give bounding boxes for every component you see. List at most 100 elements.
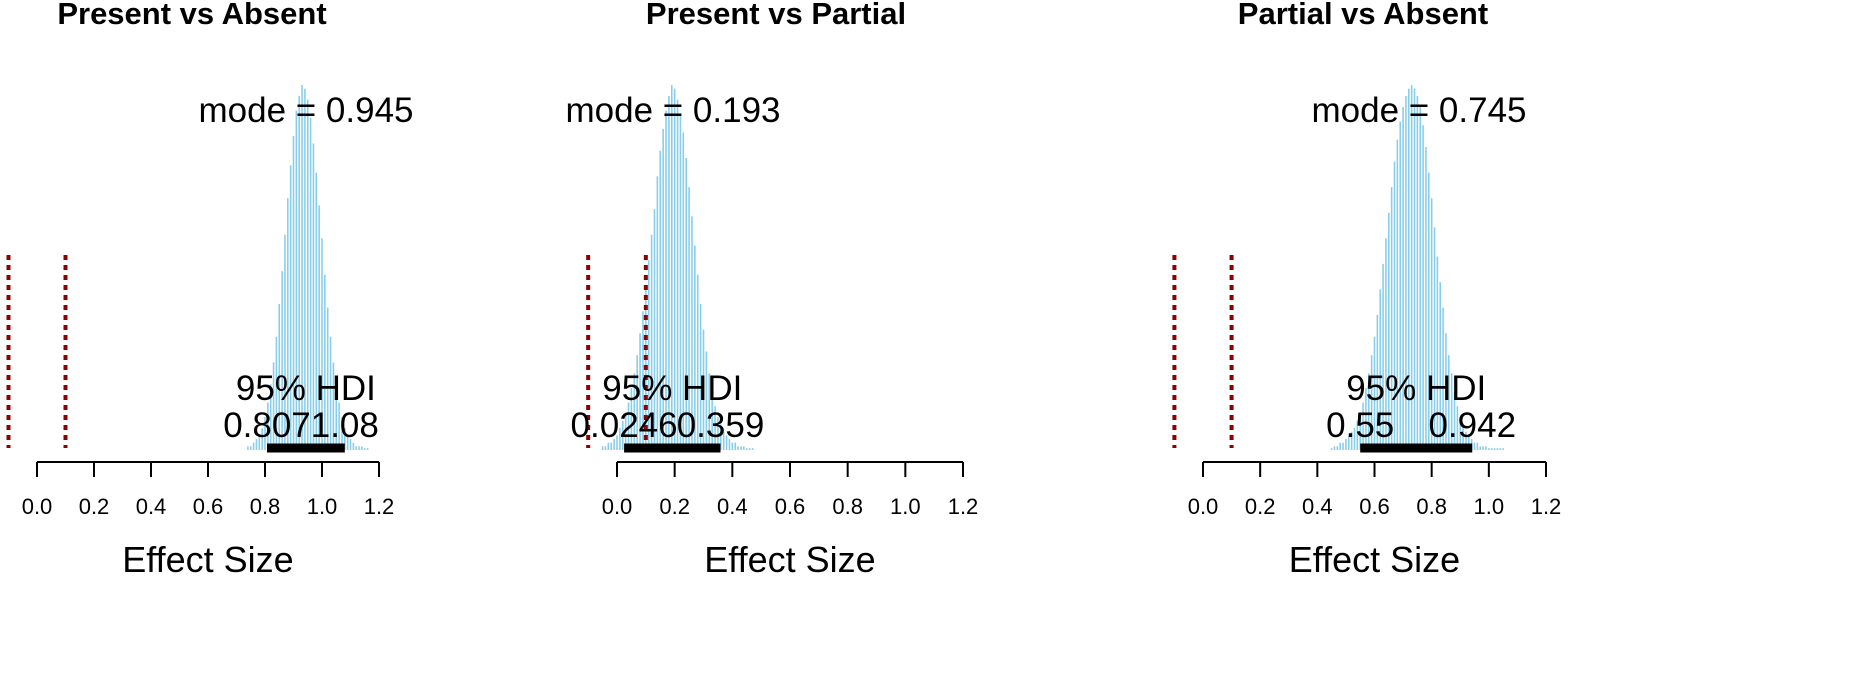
hdi-label: 95% HDI bbox=[1346, 369, 1486, 408]
histogram-bar bbox=[616, 435, 618, 450]
histogram-bar bbox=[627, 402, 630, 450]
histogram-bar bbox=[344, 428, 346, 450]
histogram-bar bbox=[1362, 402, 1364, 450]
x-tick-label: 0.8 bbox=[1416, 494, 1447, 519]
histogram-bar bbox=[688, 187, 690, 450]
histogram-bar bbox=[1496, 448, 1499, 450]
x-axis: 0.0 0.2 0.4 0.6 0.8 1.0 1.2 bbox=[22, 461, 395, 519]
histogram-bar bbox=[619, 428, 621, 450]
histogram bbox=[1330, 85, 1504, 451]
histogram-bar bbox=[1439, 282, 1442, 450]
histogram-bar bbox=[264, 417, 266, 450]
x-tick-label: 1.0 bbox=[307, 494, 338, 519]
histogram-bar bbox=[349, 439, 352, 450]
x-tick-label: 0.8 bbox=[832, 494, 863, 519]
x-tick-label: 0.6 bbox=[193, 494, 224, 519]
histogram-bar bbox=[249, 446, 252, 450]
histogram-bar bbox=[1473, 442, 1476, 450]
histogram-bar bbox=[656, 176, 659, 450]
histogram-bar bbox=[1353, 428, 1356, 450]
histogram-bar bbox=[1396, 139, 1399, 450]
histogram-bar bbox=[275, 336, 278, 450]
histogram-bar bbox=[1350, 431, 1353, 450]
hdi-high-label: 0.942 bbox=[1428, 406, 1516, 445]
histogram-bar bbox=[324, 274, 326, 450]
histogram-bar bbox=[731, 442, 734, 450]
histogram-bar bbox=[295, 110, 298, 451]
panel-title: Present vs Partial bbox=[646, 0, 906, 31]
histogram-bar bbox=[1479, 446, 1482, 450]
hdi-label: 95% HDI bbox=[236, 369, 376, 408]
panel-3: Partial vs Absent mode = 0.745 95% HDI0.55… bbox=[1172, 0, 1562, 580]
histogram-bar bbox=[1336, 446, 1339, 450]
histogram-bar bbox=[1442, 307, 1444, 450]
histogram-bar bbox=[708, 373, 711, 450]
histogram-bar bbox=[636, 355, 638, 450]
histogram-bar bbox=[1493, 448, 1496, 450]
histogram-bar bbox=[722, 431, 725, 450]
histogram-bar bbox=[1373, 336, 1376, 450]
histogram-bar bbox=[258, 435, 261, 450]
histogram-bar bbox=[737, 446, 739, 450]
histogram-bar bbox=[1433, 227, 1436, 450]
histogram-bar bbox=[639, 333, 641, 450]
histogram-bar bbox=[1450, 373, 1453, 450]
x-tick-label: 0.4 bbox=[717, 494, 748, 519]
mode-label: mode = 0.193 bbox=[565, 91, 780, 130]
histogram-bar bbox=[1359, 413, 1361, 450]
histogram-bar bbox=[653, 209, 656, 450]
histogram-bar bbox=[361, 446, 363, 450]
histogram-bar bbox=[1482, 446, 1484, 450]
histogram-bar bbox=[1448, 355, 1450, 450]
histogram-bar bbox=[1476, 442, 1479, 450]
histogram-bar bbox=[1453, 391, 1456, 450]
x-tick-label: 0.0 bbox=[602, 494, 633, 519]
histogram-bar bbox=[604, 446, 607, 450]
histogram-bar bbox=[1368, 373, 1370, 450]
histogram-bar bbox=[1370, 355, 1373, 450]
x-tick-label: 1.2 bbox=[364, 494, 395, 519]
x-tick-label: 0.4 bbox=[136, 494, 167, 519]
histogram-bar bbox=[289, 165, 292, 451]
histogram-bar bbox=[346, 435, 349, 450]
histogram-bar bbox=[1382, 263, 1384, 450]
histogram-bar bbox=[694, 245, 696, 450]
histogram-bar bbox=[720, 424, 722, 450]
hdi-label: 95% HDI bbox=[602, 369, 742, 408]
hdi-high-label: 1.08 bbox=[311, 406, 379, 445]
histogram-bar bbox=[613, 439, 615, 450]
mode-label: mode = 0.745 bbox=[1311, 91, 1526, 130]
histogram-bar bbox=[682, 132, 685, 450]
histogram-bar bbox=[272, 362, 275, 450]
x-axis: 0.0 0.2 0.4 0.6 0.8 1.0 1.2 bbox=[1188, 461, 1562, 519]
histogram-bar bbox=[1347, 435, 1350, 450]
x-tick-label: 1.0 bbox=[890, 494, 921, 519]
histogram-bar bbox=[247, 446, 249, 450]
histogram-bar bbox=[751, 448, 754, 450]
histogram-bar bbox=[1333, 446, 1336, 450]
histogram-bar bbox=[269, 384, 272, 450]
histogram-bar bbox=[734, 442, 737, 450]
histogram-bar bbox=[696, 274, 699, 450]
histogram-bar bbox=[1502, 448, 1504, 450]
histogram-bar bbox=[1416, 95, 1419, 450]
histogram-bar bbox=[332, 362, 335, 450]
histogram-bar bbox=[668, 95, 670, 450]
histogram-bar bbox=[601, 446, 604, 450]
histogram-bar bbox=[321, 238, 323, 450]
histogram-bar bbox=[1419, 106, 1422, 451]
histogram-bar bbox=[1428, 172, 1430, 450]
histogram-bar bbox=[1468, 435, 1470, 450]
histogram-bar bbox=[642, 311, 644, 450]
histogram-bar bbox=[1345, 439, 1347, 450]
histogram-bar bbox=[1356, 420, 1359, 450]
histogram-bar bbox=[287, 198, 289, 450]
histogram-bar bbox=[1490, 448, 1493, 450]
histogram-bar bbox=[670, 85, 673, 450]
histogram-bar bbox=[1485, 446, 1487, 450]
x-tick-label: 1.2 bbox=[1531, 494, 1562, 519]
histogram-bar bbox=[335, 384, 338, 450]
histogram-bar bbox=[358, 446, 360, 450]
mode-label: mode = 0.945 bbox=[198, 91, 413, 130]
histogram-bar bbox=[659, 150, 662, 450]
